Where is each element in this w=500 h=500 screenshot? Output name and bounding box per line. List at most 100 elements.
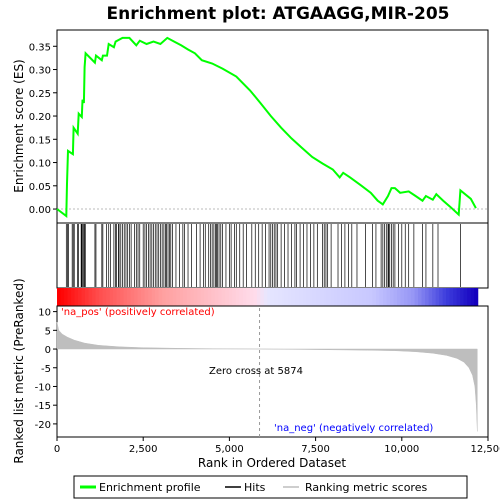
color-bar-segment (116, 288, 121, 306)
color-bar-segment (361, 288, 367, 306)
color-bar-segment (260, 288, 265, 306)
color-bar-segment (326, 288, 332, 306)
es-y-tick-label: 0.05 (29, 182, 51, 193)
neg-correlated-label: 'na_neg' (negatively correlated) (274, 423, 433, 434)
color-bar-segment (232, 288, 237, 306)
color-bar-segment (155, 288, 160, 306)
color-bar-segment (418, 288, 423, 306)
rank-x-tick-label: 7,500 (301, 444, 330, 455)
color-bar-segment (316, 288, 321, 306)
rank-y-axis-label: Ranked list metric (PreRanked) (12, 278, 26, 463)
color-bar-segment (270, 288, 275, 306)
rank-x-tick-label: 0 (54, 444, 60, 455)
color-bar-segment (453, 288, 458, 306)
rank-x-axis-label: Rank in Ordered Dataset (198, 456, 346, 470)
rank-x-tick-label: 5,000 (215, 444, 244, 455)
color-bar-segment (64, 288, 69, 306)
color-bar-segment (74, 288, 79, 306)
color-bar-segment (425, 288, 430, 306)
color-bar-segment (253, 288, 258, 306)
rank-y-tick-label: 10 (38, 308, 51, 319)
color-bar-segment (207, 288, 212, 306)
rank-x-axis: 0 2,500 5,000 7,500 10,000 12,500 (54, 437, 500, 455)
color-bar-segment (204, 288, 209, 306)
color-bar-segment (442, 288, 447, 306)
color-bar-segment (57, 288, 62, 306)
color-bar-segment (109, 288, 114, 306)
color-bar-segment (386, 288, 391, 306)
color-bar-segment (130, 288, 135, 306)
rank-x-tick-label: 2,500 (129, 444, 158, 455)
color-bar-segment (383, 288, 388, 306)
color-bar-segment (235, 288, 240, 306)
color-bar-segment (169, 288, 174, 306)
color-bar-segment (347, 288, 353, 306)
rank-color-bar (57, 288, 479, 306)
legend-hits-label: Hits (244, 481, 266, 494)
es-y-axis: 0.00 0.05 0.10 0.15 0.20 0.25 0.30 0.35 (29, 42, 57, 216)
color-bar-segment (88, 288, 93, 306)
color-bar-segment (344, 288, 349, 306)
color-bar-segment (211, 288, 216, 306)
color-bar-segment (435, 288, 440, 306)
color-bar-segment (309, 288, 314, 306)
color-bar-segment (390, 288, 395, 306)
color-bar-segment (81, 288, 86, 306)
color-bar-segment (256, 288, 261, 306)
color-bar-segment (190, 288, 195, 306)
color-bar-segment (92, 288, 97, 306)
color-bar-segment (99, 288, 104, 306)
color-bar-segment (162, 288, 167, 306)
color-bar-segment (249, 288, 254, 306)
color-bar-segment (113, 288, 118, 306)
rank-y-tick-label: 0 (45, 345, 51, 356)
color-bar-segment (106, 288, 111, 306)
color-bar-segment (67, 288, 72, 306)
color-bar-segment (421, 288, 426, 306)
color-bar-segment (428, 288, 433, 306)
legend-enrichment-label: Enrichment profile (99, 481, 201, 494)
color-bar-segment (446, 288, 451, 306)
color-bar-segment (411, 288, 416, 306)
pos-correlated-label: 'na_pos' (positively correlated) (61, 307, 215, 318)
rank-y-tick-label: -20 (35, 420, 51, 431)
color-bar-segment (291, 288, 296, 306)
color-bar-segment (172, 288, 177, 306)
rank-panel-frame (56, 305, 489, 438)
rank-x-tick-label: 12,500 (471, 444, 500, 455)
color-bar-segment (186, 288, 191, 306)
color-bar-segment (351, 288, 356, 306)
color-bar-segment (144, 288, 149, 306)
color-bar-segment (302, 288, 307, 306)
color-bar-segment (368, 288, 374, 306)
rank-y-axis: 10 5 0 -5 -10 -15 -20 (35, 308, 57, 431)
rank-x-tick-label: 10,000 (384, 444, 419, 455)
color-bar-segment (102, 288, 107, 306)
color-bar-segment (193, 288, 198, 306)
color-bar-segment (456, 288, 461, 306)
color-bar-segment (295, 288, 300, 306)
color-bar-segment (267, 288, 272, 306)
color-bar-segment (400, 288, 405, 306)
es-y-tick-label: 0.35 (29, 42, 51, 53)
color-bar-segment (151, 288, 156, 306)
color-bar-segment (432, 288, 437, 306)
color-bar-segment (183, 288, 188, 306)
color-bar-segment (330, 288, 335, 306)
color-bar-segment (200, 288, 205, 306)
color-bar-segment (305, 288, 310, 306)
color-bar-segment (404, 288, 409, 306)
es-y-tick-label: 0.15 (29, 135, 51, 146)
color-bar-segment (228, 288, 233, 306)
color-bar-segment (225, 288, 230, 306)
color-bar-segment (414, 288, 419, 306)
color-bar-segment (379, 288, 384, 306)
color-bar-segment (340, 288, 346, 306)
color-bar-segment (218, 288, 223, 306)
ranking-metric-area (56, 322, 478, 432)
color-bar-segment (127, 288, 132, 306)
color-bar-segment (298, 288, 303, 306)
es-y-axis-label: Enrichment score (ES) (12, 59, 26, 192)
color-bar-segment (137, 288, 142, 306)
color-bar-segment (460, 288, 465, 306)
